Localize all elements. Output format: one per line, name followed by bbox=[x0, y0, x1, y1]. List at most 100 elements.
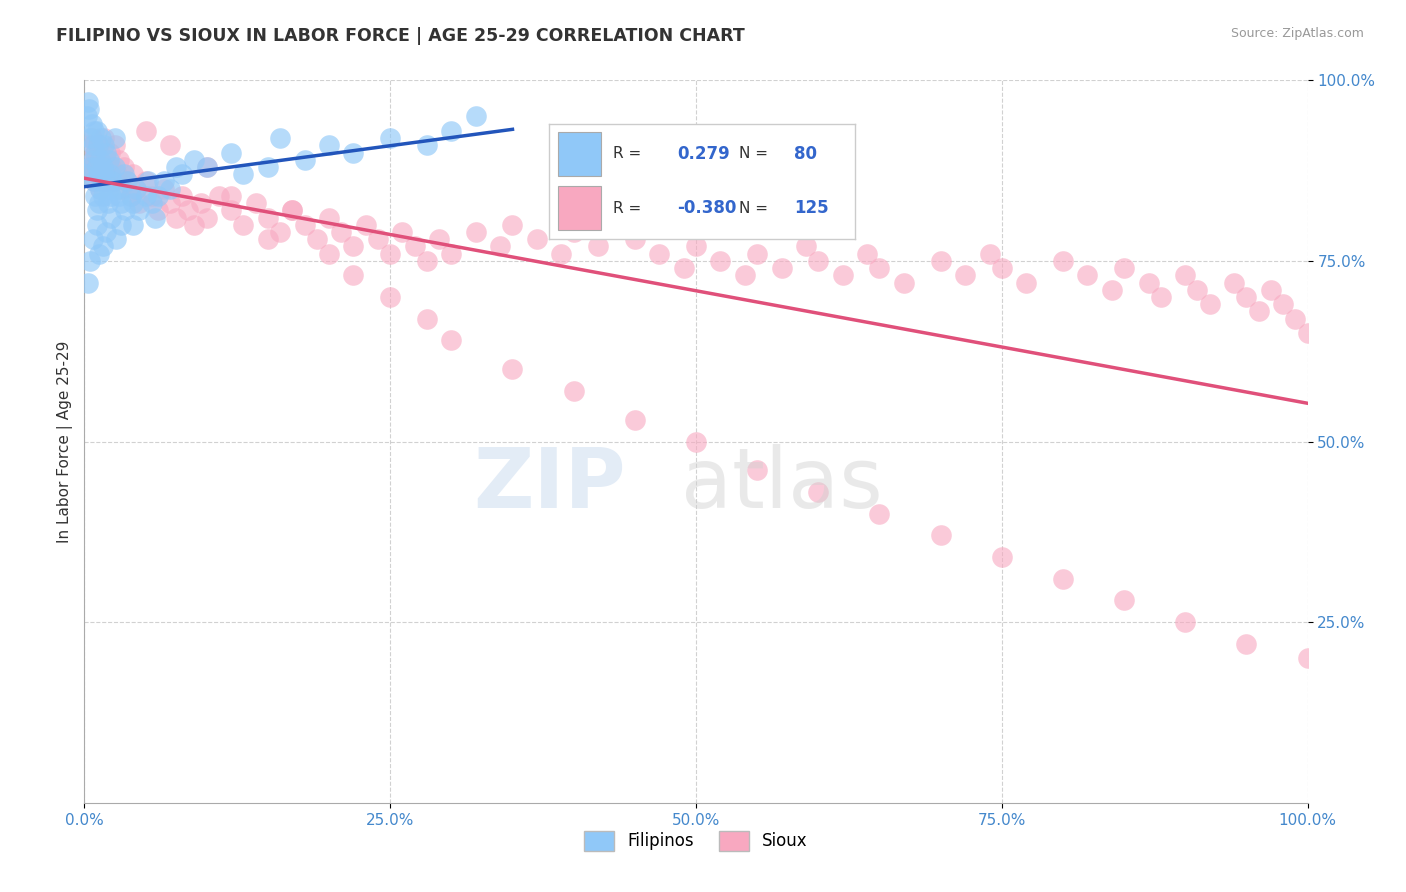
Point bbox=[318, 246, 340, 260]
Point bbox=[1198, 297, 1220, 311]
Point bbox=[83, 124, 105, 138]
Point bbox=[1284, 311, 1306, 326]
Point bbox=[125, 182, 148, 196]
Point bbox=[91, 160, 114, 174]
Point bbox=[342, 268, 364, 283]
Point bbox=[380, 290, 402, 304]
Point bbox=[1247, 304, 1270, 318]
Point bbox=[93, 131, 115, 145]
Point bbox=[73, 160, 96, 174]
Point bbox=[991, 550, 1014, 565]
Point bbox=[586, 239, 609, 253]
Point bbox=[367, 232, 389, 246]
Point bbox=[562, 384, 585, 398]
Point bbox=[107, 189, 129, 203]
Point bbox=[98, 145, 121, 160]
Point bbox=[115, 174, 138, 188]
Point bbox=[86, 203, 108, 218]
Point bbox=[73, 167, 96, 181]
Point bbox=[143, 211, 166, 225]
Point bbox=[734, 268, 756, 283]
Point bbox=[91, 239, 114, 253]
Point bbox=[146, 189, 169, 203]
Point bbox=[685, 434, 707, 449]
Point bbox=[342, 145, 364, 160]
Point bbox=[100, 160, 122, 174]
Point bbox=[105, 167, 128, 181]
Point bbox=[141, 196, 163, 211]
Point bbox=[97, 153, 120, 167]
Point bbox=[624, 413, 647, 427]
Point bbox=[172, 189, 194, 203]
Point bbox=[380, 131, 402, 145]
Point bbox=[83, 174, 105, 188]
Point bbox=[1236, 637, 1258, 651]
Point bbox=[856, 246, 879, 260]
Point bbox=[232, 167, 254, 181]
Point bbox=[305, 232, 328, 246]
Point bbox=[125, 182, 148, 196]
Point bbox=[122, 167, 145, 181]
Point bbox=[84, 145, 107, 160]
Point bbox=[770, 261, 793, 276]
Point bbox=[318, 211, 340, 225]
Point bbox=[82, 160, 104, 174]
Point bbox=[550, 246, 572, 260]
Point bbox=[159, 182, 181, 196]
Point bbox=[219, 203, 242, 218]
Text: Source: ZipAtlas.com: Source: ZipAtlas.com bbox=[1230, 27, 1364, 40]
Point bbox=[893, 276, 915, 290]
Point bbox=[232, 218, 254, 232]
Point bbox=[1223, 276, 1246, 290]
Point bbox=[195, 211, 218, 225]
Point bbox=[183, 153, 205, 167]
Point bbox=[76, 167, 98, 181]
Point bbox=[105, 232, 128, 246]
Point bbox=[101, 174, 124, 188]
Point bbox=[146, 203, 169, 218]
Point bbox=[79, 153, 101, 167]
Point bbox=[562, 225, 585, 239]
Point bbox=[135, 174, 157, 188]
Point bbox=[502, 218, 524, 232]
Point bbox=[76, 110, 98, 124]
Point bbox=[87, 167, 110, 181]
Text: atlas: atlas bbox=[681, 444, 883, 525]
Point bbox=[1150, 290, 1173, 304]
Point bbox=[612, 218, 634, 232]
Point bbox=[82, 232, 104, 246]
Point bbox=[103, 174, 125, 188]
Point bbox=[159, 196, 181, 211]
Point bbox=[464, 110, 486, 124]
Point bbox=[96, 225, 118, 239]
Point bbox=[86, 218, 108, 232]
Point bbox=[91, 189, 114, 203]
Point bbox=[526, 232, 548, 246]
Point bbox=[90, 131, 112, 145]
Point bbox=[1260, 283, 1282, 297]
Point bbox=[110, 182, 132, 196]
Point bbox=[97, 196, 120, 211]
Point bbox=[89, 182, 111, 196]
Point bbox=[269, 225, 291, 239]
Point bbox=[98, 167, 121, 181]
Point bbox=[440, 334, 463, 348]
Point bbox=[86, 153, 108, 167]
Point bbox=[709, 253, 731, 268]
Point bbox=[1296, 651, 1319, 665]
Point bbox=[122, 218, 145, 232]
Point bbox=[685, 239, 707, 253]
Point bbox=[91, 160, 114, 174]
Point bbox=[93, 138, 115, 153]
Point bbox=[1052, 572, 1074, 586]
Point bbox=[110, 196, 132, 211]
Point bbox=[440, 246, 463, 260]
Point bbox=[97, 182, 120, 196]
Point bbox=[77, 138, 100, 153]
Point bbox=[94, 167, 117, 181]
Point bbox=[1137, 276, 1160, 290]
Point bbox=[153, 174, 176, 188]
Point bbox=[82, 138, 104, 153]
Point bbox=[257, 232, 280, 246]
Point bbox=[391, 225, 413, 239]
